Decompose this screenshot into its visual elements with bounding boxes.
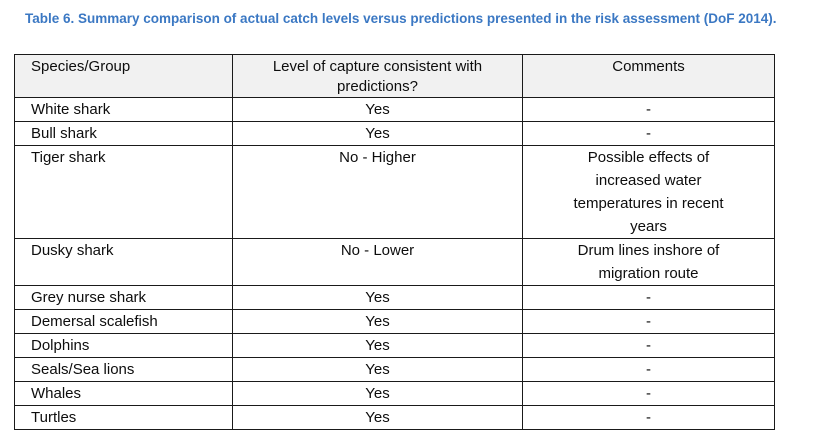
comments-cell: -	[522, 97, 775, 122]
consistency-cell: Yes	[232, 405, 523, 430]
comments-cell: -	[522, 381, 775, 406]
consistency-cell: Yes	[232, 285, 523, 310]
consistency-cell: Yes	[232, 381, 523, 406]
summary-table: Species/Group Level of capture consisten…	[14, 54, 775, 430]
column-header-consistency: Level of capture consistent with predict…	[232, 54, 523, 98]
table-caption: Table 6. Summary comparison of actual ca…	[25, 11, 777, 26]
consistency-cell: No - Higher	[232, 145, 523, 239]
comment-text: -	[646, 361, 651, 378]
consistency-cell: Yes	[232, 97, 523, 122]
species-cell: Dusky shark	[14, 238, 233, 286]
table-row: Bull shark Yes -	[14, 121, 775, 146]
comment-text: -	[646, 337, 651, 354]
comments-cell: -	[522, 405, 775, 430]
comments-cell: -	[522, 309, 775, 334]
consistency-cell: Yes	[232, 121, 523, 146]
column-header-comments: Comments	[522, 54, 775, 98]
consistency-cell: Yes	[232, 309, 523, 334]
comment-text: Possible effects of increased water temp…	[573, 149, 724, 235]
comment-text: -	[646, 385, 651, 402]
comment-text: Drum lines inshore of migration route	[577, 242, 720, 282]
comment-text: -	[646, 313, 651, 330]
table-row: Grey nurse shark Yes -	[14, 285, 775, 310]
table-row: Whales Yes -	[14, 381, 775, 406]
table-row: Demersal scalefish Yes -	[14, 309, 775, 334]
species-cell: Turtles	[14, 405, 233, 430]
comments-cell: Drum lines inshore of migration route	[522, 238, 775, 286]
consistency-cell: Yes	[232, 333, 523, 358]
species-cell: Demersal scalefish	[14, 309, 233, 334]
table-row: Turtles Yes -	[14, 405, 775, 430]
consistency-cell: No - Lower	[232, 238, 523, 286]
table-row: Tiger shark No - Higher Possible effects…	[14, 145, 775, 239]
comment-text: -	[646, 101, 651, 118]
species-cell: Grey nurse shark	[14, 285, 233, 310]
comments-cell: -	[522, 121, 775, 146]
table-row: Seals/Sea lions Yes -	[14, 357, 775, 382]
table-header-row: Species/Group Level of capture consisten…	[14, 54, 775, 98]
column-header-species-group: Species/Group	[14, 54, 233, 98]
comments-cell: Possible effects of increased water temp…	[522, 145, 775, 239]
comment-text: -	[646, 289, 651, 306]
comment-text: -	[646, 409, 651, 426]
species-cell: Seals/Sea lions	[14, 357, 233, 382]
comments-cell: -	[522, 333, 775, 358]
comments-cell: -	[522, 285, 775, 310]
comment-text: -	[646, 125, 651, 142]
table-row: White shark Yes -	[14, 97, 775, 122]
table-row: Dolphins Yes -	[14, 333, 775, 358]
species-cell: Bull shark	[14, 121, 233, 146]
consistency-cell: Yes	[232, 357, 523, 382]
species-cell: Dolphins	[14, 333, 233, 358]
species-cell: Whales	[14, 381, 233, 406]
comments-cell: -	[522, 357, 775, 382]
table-row: Dusky shark No - Lower Drum lines inshor…	[14, 238, 775, 286]
species-cell: Tiger shark	[14, 145, 233, 239]
species-cell: White shark	[14, 97, 233, 122]
